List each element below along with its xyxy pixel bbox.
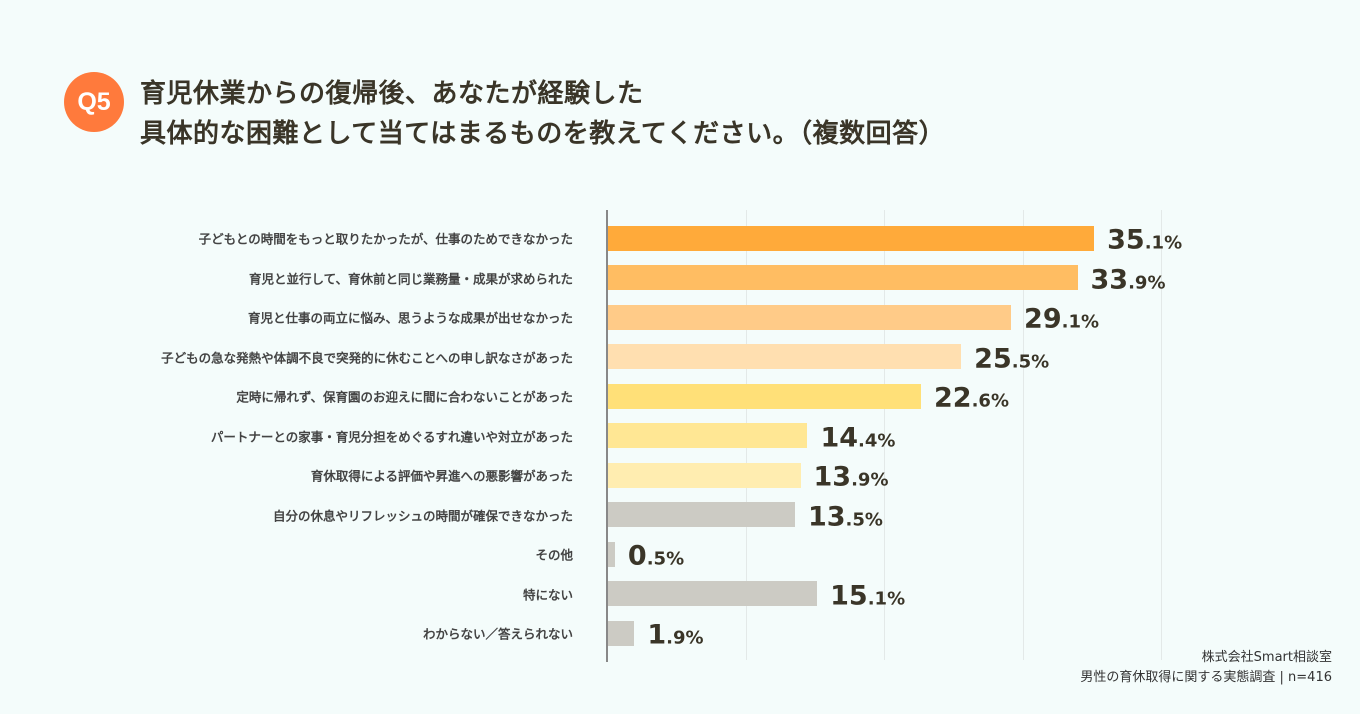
- question-badge: Q5: [64, 72, 124, 132]
- category-label: 定時に帰れず、保育園のお迎えに間に合わないことがあった: [236, 389, 573, 405]
- data-label: 1.9%: [647, 619, 704, 651]
- category-label: わからない／答えられない: [422, 626, 573, 642]
- source-company: 株式会社Smart相談室: [1201, 650, 1332, 665]
- source-survey: 男性の育休取得に関する実態調査 | n=416: [1080, 670, 1332, 685]
- bar: [608, 620, 635, 646]
- title-line-1: 育児休業からの復帰後、あなたが経験した: [140, 79, 644, 109]
- data-label: 33.9%: [1090, 264, 1166, 295]
- gridline: [1022, 210, 1024, 660]
- bar: [608, 383, 921, 409]
- bar: [608, 581, 818, 606]
- data-label: 13.5%: [807, 501, 883, 532]
- category-label: 育児と並行して、育休前と同じ業務量・成果が求められた: [248, 271, 573, 286]
- gridline: [1161, 210, 1162, 660]
- bar: [608, 265, 1078, 290]
- y-axis-line: [606, 210, 608, 662]
- category-label: パートナーとの家事・育児分担をめぐるすれ違いや対立があった: [210, 429, 573, 444]
- data-label: 29.1%: [1024, 303, 1100, 335]
- bar: [608, 225, 1095, 251]
- title-line-2: 具体的な困難として当てはまるものを教えてください。（複数回答）: [140, 119, 946, 149]
- gridline: [884, 210, 885, 660]
- data-label: 15.1%: [830, 580, 906, 611]
- bar: [608, 541, 615, 567]
- category-label: 子どもとの時間をもっと取りたかったが、仕事のためできなかった: [198, 231, 573, 247]
- data-label: 14.4%: [820, 422, 896, 453]
- page-title: 育児休業からの復帰後、あなたが経験した 具体的な困難として当てはまるものを教えて…: [140, 74, 945, 154]
- category-label: 特にない: [522, 587, 573, 602]
- category-label: その他: [535, 547, 573, 563]
- category-label: 育休取得による評価や昇進への悪影響があった: [310, 468, 573, 484]
- category-label: 自分の休息やリフレッシュの時間が確保できなかった: [272, 508, 573, 523]
- category-label: 育児と仕事の両立に悩み、思うような成果が出せなかった: [247, 310, 573, 326]
- source-note: 株式会社Smart相談室 男性の育休取得に関する実態調査 | n=416: [1080, 648, 1332, 688]
- data-label: 25.5%: [974, 343, 1050, 374]
- bar: [608, 344, 962, 369]
- bar: [608, 502, 795, 527]
- category-label: 子どもの急な発熱や体調不良で突発的に休むことへの申し訳なさがあった: [161, 350, 573, 365]
- bar: [608, 462, 801, 488]
- data-label: 13.9%: [813, 461, 889, 493]
- bar: [608, 304, 1012, 330]
- bar: [608, 423, 808, 448]
- data-label: 0.5%: [627, 540, 685, 572]
- data-label: 35.1%: [1107, 224, 1183, 256]
- data-label: 22.6%: [934, 382, 1009, 414]
